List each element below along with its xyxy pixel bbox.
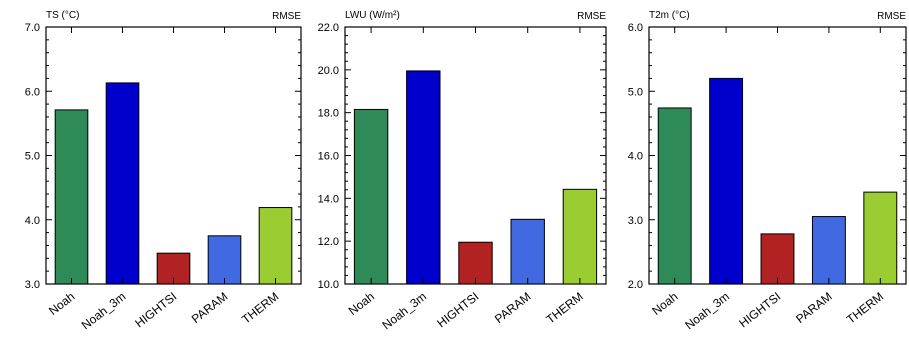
y-tick-label: 16.0 [318,151,339,163]
x-tick-label: HIGHTSI [736,289,783,330]
x-tick-label: PARAM [793,289,835,326]
x-tick-label: HIGHTSI [132,289,179,330]
panel-title: LWU (W/m²) [345,10,400,21]
y-tick-label: 5.0 [628,86,643,98]
y-tick-label: 6.0 [628,22,643,34]
bar-param [510,218,545,285]
y-tick-label: 5.0 [25,151,40,163]
y-tick-label: 20.0 [318,65,339,77]
bar-noah [353,108,389,285]
x-tick-label: PARAM [189,289,231,326]
x-tick-label: Noah_3m [380,289,430,332]
bar-noah-3m [406,70,441,285]
x-tick-label: PARAM [492,289,534,326]
x-tick-label: THERM [544,289,586,326]
bar-therm [562,188,598,285]
y-tick-label: 6.0 [25,86,40,98]
chart-panel-3: 2.0 3.0 4.0 5.0 6.0 Noah Noah_3m HIGHTSI PARAM TH… [628,10,907,332]
y-tick-label: 3.0 [628,215,643,227]
bar-param [811,216,846,285]
y-tick-label: 3.0 [25,279,40,291]
x-tick-label: Noah [649,289,680,318]
bar-therm [863,191,898,285]
bar-noah-3m [709,77,744,285]
chart-panel-2: 10.0 12.0 14.0 16.0 18.0 20.0 22.0 Noah Noah_3m H… [318,10,607,332]
x-tick-label: THERM [239,289,281,326]
y-tick-label: 12.0 [318,236,339,248]
x-tick-label: Noah_3m [79,289,129,332]
bar-hightsi [760,233,795,285]
panel-stat-label: RMSE [272,11,301,22]
bar-therm [258,207,293,285]
x-tick-label: HIGHTSI [434,289,481,330]
y-tick-label: 4.0 [628,151,643,163]
x-tick-label: Noah_3m [682,289,732,332]
x-tick-label: Noah [46,289,77,318]
bar-hightsi [458,241,493,285]
y-tick-label: 18.0 [318,108,339,120]
chart-panel-1: 3.0 4.0 5.0 6.0 7.0 Noah Noah_3m HIGHTSI PARAM TH… [25,10,302,332]
panel-stat-label: RMSE [577,11,606,22]
y-tick-label: 14.0 [318,193,339,205]
panel-title: TS (°C) [46,10,79,21]
panel-stat-label: RMSE [877,11,906,22]
panel-title: T2m (°C) [649,10,690,21]
x-tick-label: THERM [844,289,886,326]
x-tick-label: Noah [346,289,377,318]
y-tick-label: 22.0 [318,22,339,34]
bar-param [207,235,242,285]
y-tick-label: 7.0 [25,22,40,34]
bar-noah [657,107,692,285]
y-tick-label: 2.0 [628,279,643,291]
bar-noah [54,109,89,285]
y-tick-label: 10.0 [318,279,339,291]
y-tick-label: 4.0 [25,215,40,227]
bar-noah-3m [105,82,140,285]
